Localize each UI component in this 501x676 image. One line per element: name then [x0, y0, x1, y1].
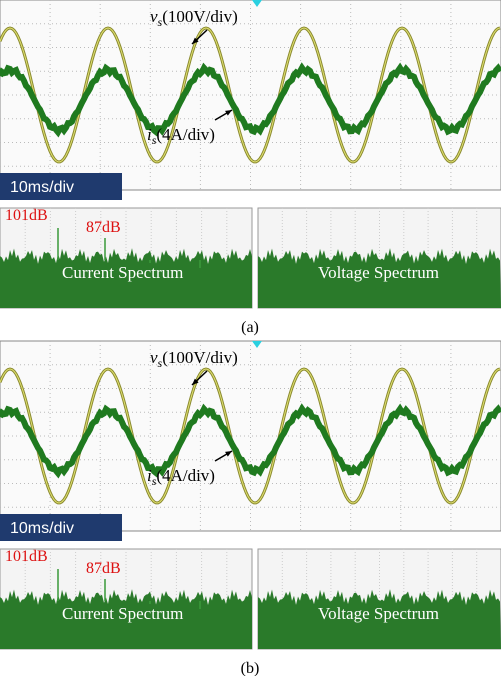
peak-label: 101dB	[5, 548, 48, 565]
spectrum-noise	[0, 248, 252, 308]
arrow-head	[192, 378, 199, 385]
time-scale: 10ms/div	[10, 179, 74, 196]
label-var: i	[147, 125, 152, 144]
waveform-label: is(4A/div)	[147, 466, 215, 488]
waveform-label: vs(100V/div)	[150, 348, 238, 370]
arrow-head	[192, 37, 199, 44]
time-scale-box	[0, 514, 122, 541]
spectrum-noise	[258, 589, 501, 649]
label-var: i	[147, 466, 152, 485]
spectrum-noise	[258, 248, 501, 308]
peak-label: 87dB	[86, 560, 121, 577]
peak-label: 87dB	[86, 219, 121, 236]
label-sub: s	[158, 356, 163, 370]
label-sub: s	[152, 133, 157, 147]
label-sub: s	[158, 15, 163, 29]
current-wave	[0, 403, 501, 479]
trigger-marker	[252, 0, 262, 7]
caption: (a)	[241, 319, 259, 336]
waveform-label: vs(100V/div)	[150, 7, 238, 29]
waveform-label: is(4A/div)	[147, 125, 215, 147]
trigger-marker	[252, 341, 262, 348]
current-wave	[0, 62, 501, 138]
spectrum-title: Voltage Spectrum	[318, 263, 439, 282]
time-scale: 10ms/div	[10, 520, 74, 537]
time-scale-box	[0, 173, 122, 200]
label-text: (4A/div)	[156, 125, 215, 144]
label-var: v	[150, 7, 158, 26]
spectrum-title: Current Spectrum	[62, 604, 183, 623]
label-sub: s	[152, 474, 157, 488]
label-text: (100V/div)	[162, 7, 238, 26]
arrow-head	[225, 110, 232, 116]
spectrum-noise	[0, 589, 252, 649]
peak-label: 101dB	[5, 207, 48, 224]
label-text: (100V/div)	[162, 348, 238, 367]
spectrum-title: Voltage Spectrum	[318, 604, 439, 623]
arrow-head	[225, 451, 232, 457]
label-text: (4A/div)	[156, 466, 215, 485]
label-var: v	[150, 348, 158, 367]
caption: (b)	[241, 660, 260, 676]
spectrum-title: Current Spectrum	[62, 263, 183, 282]
